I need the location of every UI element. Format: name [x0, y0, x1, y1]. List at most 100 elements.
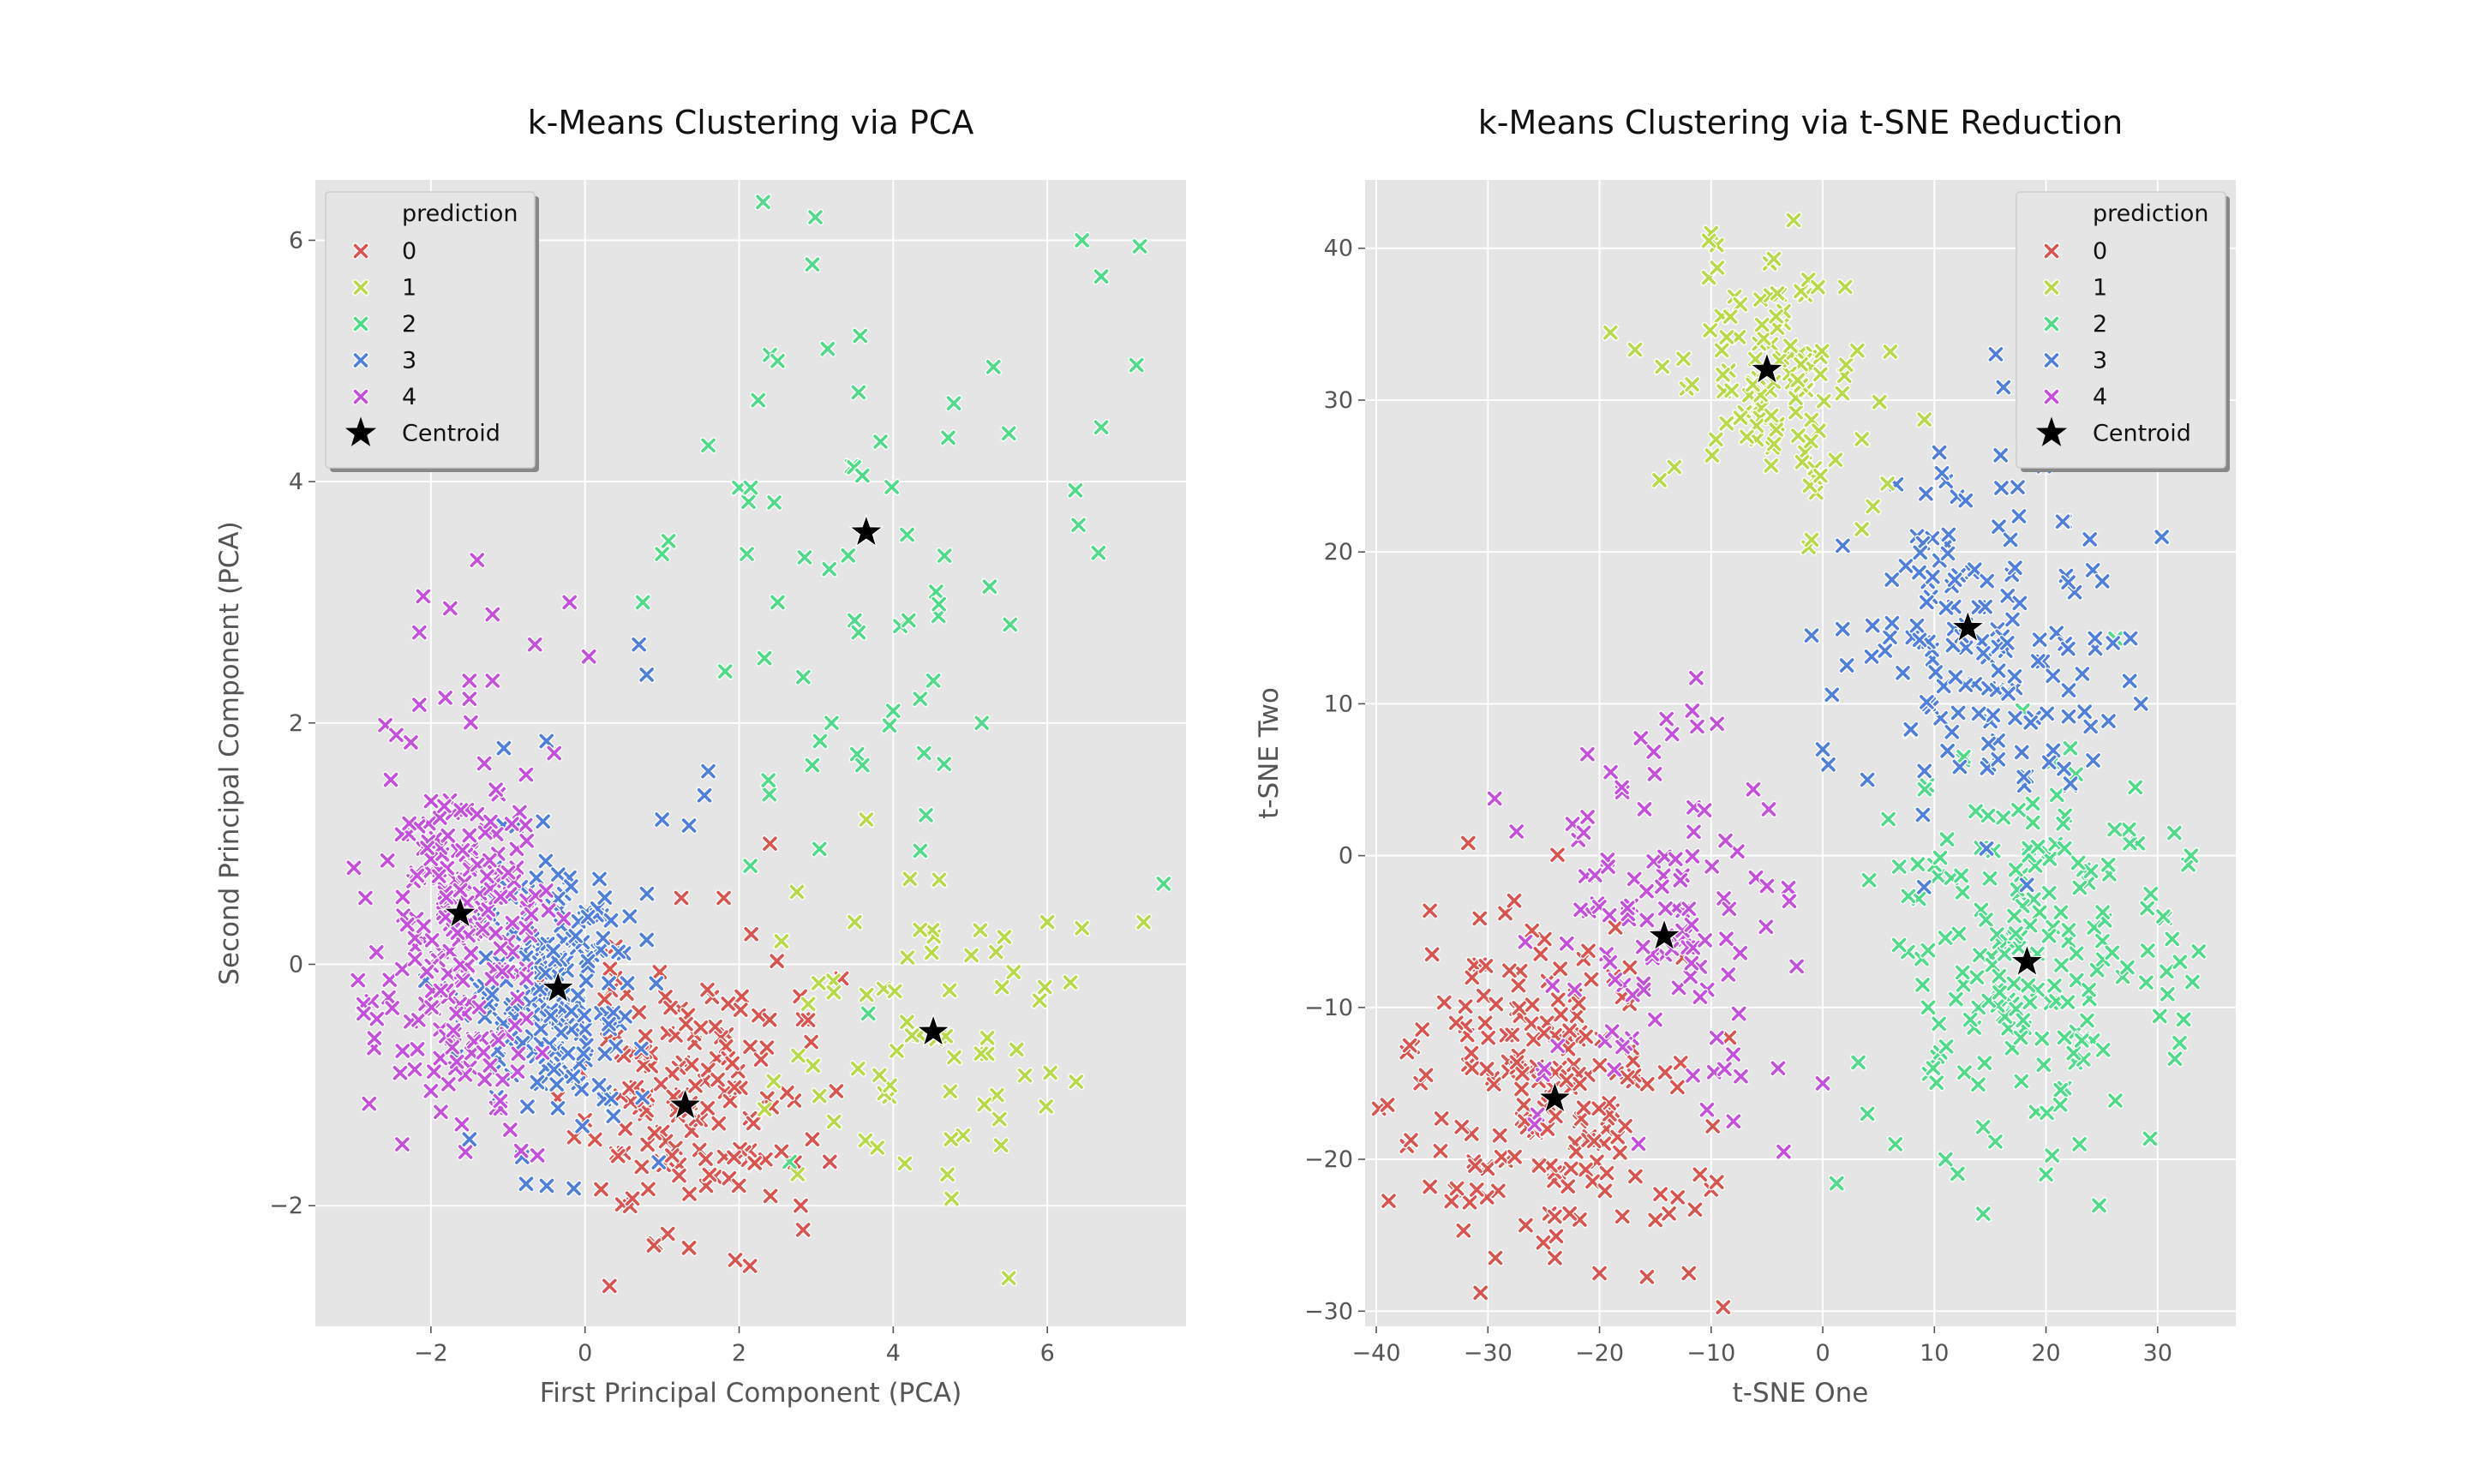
pca-point-cluster-0	[727, 1251, 744, 1269]
pca-point-cluster-3	[596, 889, 614, 907]
pca-point-cluster-4	[534, 1044, 551, 1062]
tsne-point-cluster-4	[1720, 966, 1737, 984]
pca-point-cluster-4	[361, 1095, 378, 1112]
pca-point-cluster-3	[528, 869, 545, 887]
tsne-point-cluster-4	[1638, 883, 1656, 900]
tsne-point-cluster-4	[1630, 1135, 1647, 1152]
pca-point-cluster-1	[858, 811, 875, 829]
tsne-point-cluster-0	[1577, 1161, 1595, 1178]
pca-point-cluster-0	[638, 1102, 656, 1119]
tsne-point-cluster-2	[2059, 993, 2076, 1011]
tsne-point-cluster-4	[1578, 745, 1596, 763]
tsne-point-cluster-4	[1566, 981, 1584, 998]
tsne-point-cluster-2	[2070, 854, 2087, 871]
tsne-point-cluster-0	[1487, 1249, 1504, 1266]
tsne-point-cluster-2	[2106, 1092, 2124, 1110]
pca-point-cluster-1	[1008, 1041, 1026, 1058]
pca-point-cluster-4	[400, 815, 418, 832]
pca-point-cluster-3	[529, 1074, 546, 1091]
tsne-point-cluster-0	[1660, 1205, 1678, 1223]
tsne-point-cluster-4	[1599, 858, 1617, 876]
pca-y-tick-label: 2	[289, 710, 303, 737]
pca-point-cluster-4	[410, 1011, 428, 1029]
pca-point-cluster-0	[758, 1038, 776, 1056]
tsne-point-cluster-2	[2183, 973, 2201, 990]
pca-x-tick-label: 6	[1040, 1340, 1055, 1367]
tsne-point-cluster-4	[1688, 718, 1706, 735]
pca-centroid-4	[442, 895, 478, 929]
tsne-point-cluster-4	[1575, 824, 1592, 841]
tsne-x-tick-label: −10	[1686, 1340, 1735, 1367]
pca-legend-marker-4	[352, 388, 369, 405]
pca-point-cluster-3	[579, 953, 596, 970]
pca-point-cluster-3	[653, 811, 671, 829]
pca-point-cluster-0	[680, 1239, 698, 1257]
tsne-point-cluster-1	[1718, 415, 1735, 432]
tsne-point-cluster-0	[1447, 1014, 1465, 1032]
pca-point-cluster-0	[715, 889, 733, 907]
tsne-point-cluster-2	[2159, 985, 2177, 1003]
pca-point-cluster-1	[902, 871, 919, 888]
tsne-point-cluster-2	[2025, 890, 2043, 908]
tsne-point-cluster-0	[1596, 1182, 1614, 1200]
pca-point-cluster-3	[619, 974, 636, 992]
pca-point-cluster-1	[945, 1049, 963, 1066]
pca-point-cluster-0	[706, 1018, 724, 1036]
pca-point-cluster-4	[410, 624, 428, 641]
pca-point-cluster-2	[796, 548, 813, 566]
pca-point-cluster-1	[1036, 978, 1054, 996]
tsne-point-cluster-0	[1423, 946, 1441, 963]
tsne-point-cluster-4	[1716, 1060, 1734, 1078]
tsne-point-cluster-4	[1626, 871, 1643, 888]
pca-point-cluster-0	[773, 1143, 790, 1160]
tsne-point-cluster-4	[1657, 710, 1675, 727]
tsne-point-cluster-3	[2002, 531, 2019, 548]
tsne-point-cluster-0	[1567, 1143, 1585, 1160]
pca-point-cluster-1	[924, 921, 941, 939]
tsne-point-cluster-0	[1624, 1052, 1642, 1069]
pca-point-cluster-4	[461, 827, 478, 844]
pca-point-cluster-2	[812, 733, 829, 750]
tsne-y-tick-label: 0	[1339, 843, 1353, 870]
tsne-point-cluster-4	[1603, 1022, 1620, 1040]
tsne-point-cluster-1	[1815, 392, 1833, 410]
pca-point-cluster-4	[492, 940, 509, 957]
tsne-point-cluster-3	[1970, 705, 1987, 722]
tsne-point-cluster-4	[1684, 702, 1701, 720]
tsne-point-cluster-3	[1938, 599, 1955, 617]
tsne-point-cluster-2	[2190, 942, 2207, 960]
tsne-point-cluster-2	[2088, 961, 2106, 978]
tsne-y-tick-label: 20	[1324, 539, 1353, 565]
tsne-point-cluster-4	[1721, 901, 1738, 918]
pca-point-cluster-4	[382, 771, 399, 788]
tsne-point-cluster-2	[2106, 821, 2124, 838]
tsne-point-cluster-0	[1583, 971, 1600, 988]
tsne-point-cluster-0	[1616, 1117, 1634, 1134]
tsne-point-cluster-3	[1987, 345, 2004, 363]
tsne-y-tick-label: 40	[1324, 236, 1353, 262]
tsne-point-cluster-2	[2171, 953, 2189, 971]
tsne-point-cluster-2	[2010, 801, 2028, 819]
pca-point-cluster-2	[912, 842, 929, 859]
tsne-point-cluster-0	[1506, 892, 1523, 909]
tsne-point-cluster-2	[1991, 984, 2009, 1002]
tsne-point-cluster-0	[1551, 960, 1569, 978]
pca-point-cluster-3	[548, 1075, 566, 1093]
tsne-point-cluster-2	[2037, 1166, 2055, 1183]
tsne-point-cluster-2	[1879, 811, 1897, 828]
pca-point-cluster-0	[601, 1278, 619, 1295]
pca-point-cluster-1	[975, 1096, 993, 1113]
pca-point-cluster-2	[915, 745, 933, 762]
tsne-point-cluster-3	[1980, 735, 1998, 752]
pca-point-cluster-4	[448, 1053, 465, 1070]
tsne-point-cluster-2	[2068, 972, 2086, 989]
tsne-legend-marker-3	[2043, 351, 2060, 369]
pca-point-cluster-4	[494, 1071, 512, 1088]
tsne-legend-marker-2	[2043, 315, 2060, 332]
pca-point-cluster-1	[857, 1132, 874, 1149]
tsne-point-cluster-4	[1685, 823, 1703, 841]
pca-point-cluster-4	[560, 594, 578, 611]
tsne-point-cluster-1	[1707, 431, 1725, 448]
